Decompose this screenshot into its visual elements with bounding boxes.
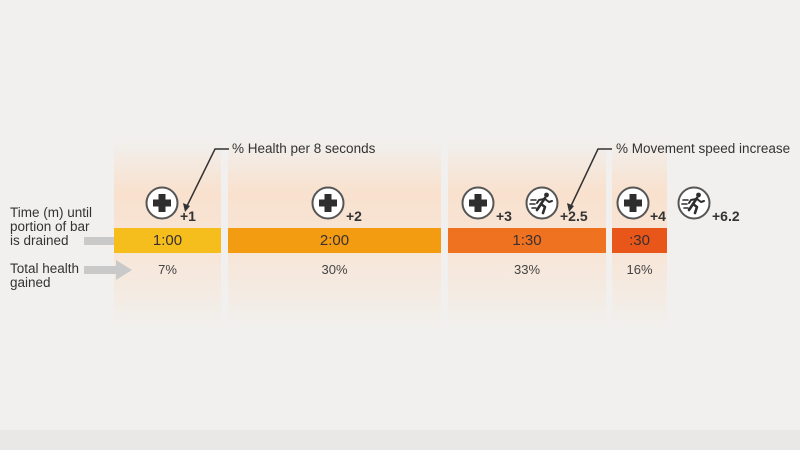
stage-3-speed-bonus: +2.5 <box>560 208 588 224</box>
time-row-label-line-2: portion of bar <box>10 219 90 234</box>
total-row-label-line-2: gained <box>10 275 51 290</box>
stage-3-time-segment: 1:30 <box>448 228 606 253</box>
bottom-strip <box>0 430 800 450</box>
stage-3-total-health: 33% <box>513 262 541 277</box>
health-cross-icon <box>616 186 650 220</box>
stage-1-total-health: 7% <box>158 262 177 277</box>
running-person-icon <box>525 186 559 220</box>
stage-1-time-segment: 1:00 <box>114 228 221 253</box>
running-person-icon <box>677 186 711 220</box>
health-cross-icon <box>311 186 345 220</box>
stage-3-health-bonus: +3 <box>496 208 512 224</box>
stage-2-health-bonus: +2 <box>346 208 362 224</box>
stage-2-time-segment: 2:00 <box>228 228 441 253</box>
health-cross-icon <box>461 186 495 220</box>
movement-speed-callout: % Movement speed increase <box>616 141 791 156</box>
stage-4-speed-bonus: +6.2 <box>712 208 740 224</box>
total-row-label-line-1: Total health <box>10 261 80 276</box>
health-cross-icon <box>145 186 179 220</box>
stage-4-time-segment: :30 <box>612 228 667 253</box>
total-row-arrow-icon <box>84 260 132 280</box>
stage-4-health-bonus: +4 <box>650 208 666 224</box>
time-row-label: Time (m) until portion of bar is drained <box>10 206 92 248</box>
stage-2-total-health: 30% <box>321 262 348 277</box>
stage-1-health-bonus: +1 <box>180 208 196 224</box>
time-row-label-line-3: is drained <box>10 233 69 248</box>
stage-4-total-health: 16% <box>626 262 653 277</box>
total-row-label: Total health gained <box>10 262 79 290</box>
health-per-8s-callout: % Health per 8 seconds <box>232 141 376 156</box>
time-row-label-line-1: Time (m) until <box>10 205 93 220</box>
